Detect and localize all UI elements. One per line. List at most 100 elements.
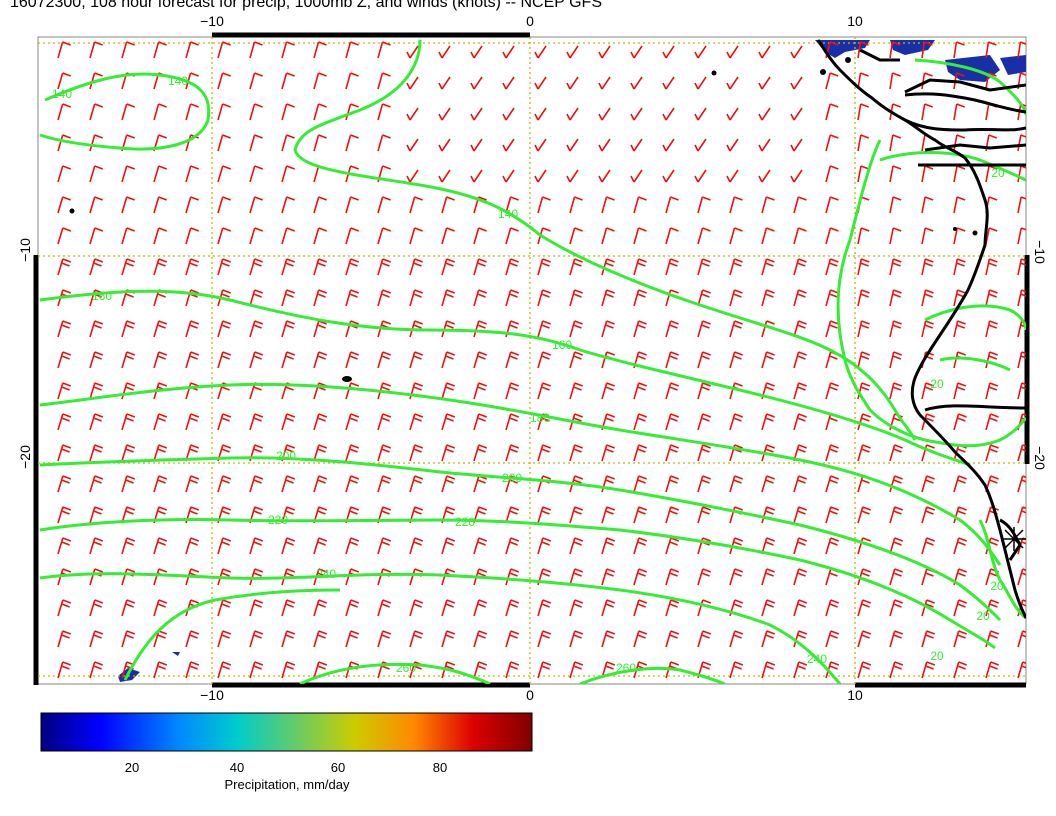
axis-labels: −10 0 10 −10 0 10 −10 −20 −10 −20 <box>17 13 1048 703</box>
wind-barb <box>598 138 611 152</box>
wind-barb <box>857 103 869 121</box>
wind-barb <box>537 444 551 462</box>
wind-barb <box>57 165 71 183</box>
wind-barb <box>569 537 584 555</box>
wind-barb <box>985 289 998 307</box>
wind-barb <box>697 568 712 586</box>
wind-barb <box>217 413 232 431</box>
plot-frame <box>37 36 1027 685</box>
wind-barb <box>470 138 483 152</box>
wind-barb <box>473 320 487 338</box>
wind-barb <box>89 506 104 524</box>
wind-barb <box>281 661 296 679</box>
wind-barb <box>441 382 455 400</box>
wind-barb <box>57 134 71 152</box>
wind-barb <box>985 661 999 679</box>
wind-barb <box>57 227 72 245</box>
wind-barb <box>697 506 711 524</box>
wind-barb <box>921 506 935 524</box>
wind-barb <box>825 227 839 245</box>
wind-barb <box>633 320 647 338</box>
wind-barb <box>726 107 739 121</box>
wind-barb <box>825 134 839 152</box>
wind-barb <box>249 320 264 338</box>
wind-barb <box>281 72 295 90</box>
wind-barb <box>249 351 264 369</box>
wind-barb <box>729 227 743 245</box>
bottom-label-west10: −10 <box>200 687 224 703</box>
wind-barb <box>569 506 584 524</box>
wind-barb <box>857 444 871 462</box>
wind-barb <box>953 103 965 121</box>
wind-barb <box>441 413 456 431</box>
wind-barb <box>662 45 675 59</box>
wind-barb <box>1017 351 1026 369</box>
wind-barb <box>473 537 488 555</box>
wind-barb <box>473 475 488 493</box>
wind-barb <box>825 72 839 90</box>
wind-barb <box>281 41 295 59</box>
wind-barb <box>345 103 359 121</box>
wind-barb <box>438 138 451 152</box>
wind-barb <box>185 103 199 121</box>
wind-barb <box>537 351 551 369</box>
wind-barb <box>505 413 519 431</box>
wind-barb <box>665 382 679 400</box>
wind-barb <box>502 107 515 121</box>
wind-barb <box>537 537 552 555</box>
wind-barb <box>665 413 679 431</box>
wind-barb <box>985 351 998 369</box>
wind-barb <box>121 599 136 617</box>
wind-barb <box>1017 444 1026 462</box>
wind-barb <box>313 661 328 679</box>
wind-barb <box>633 568 648 586</box>
wind-barb <box>761 227 775 245</box>
wind-barb <box>57 196 71 214</box>
wind-barb <box>921 320 934 338</box>
wind-barb <box>697 196 711 214</box>
wind-barb <box>630 76 643 90</box>
wind-barb <box>249 227 263 245</box>
wind-barb <box>409 537 424 555</box>
wind-barb <box>953 630 967 648</box>
wind-barb <box>825 382 839 400</box>
wind-barb <box>345 444 360 462</box>
contour-label: 240 <box>316 567 336 581</box>
wind-barb <box>569 599 584 617</box>
wind-barb <box>921 661 936 679</box>
wind-barb <box>185 413 200 431</box>
wind-barb <box>694 76 707 90</box>
wind-barb <box>601 382 615 400</box>
wind-barb <box>598 169 611 183</box>
wind-barb <box>534 76 547 90</box>
contour-label: 260 <box>396 661 416 675</box>
wind-barb <box>505 258 519 276</box>
wind-barb <box>662 169 675 183</box>
wind-barb <box>953 41 965 59</box>
wind-barb <box>89 134 103 152</box>
wind-barb <box>409 599 424 617</box>
wind-barb <box>345 41 359 59</box>
wind-barb <box>889 41 901 59</box>
wind-barb <box>441 289 455 307</box>
wind-barb <box>665 227 679 245</box>
wind-barb <box>985 413 999 431</box>
wind-barb <box>313 475 328 493</box>
wind-barb <box>953 413 967 431</box>
wind-barb <box>569 630 584 648</box>
contour-label: 240 <box>807 652 827 666</box>
wind-barb <box>505 630 520 648</box>
wind-barb <box>694 45 707 59</box>
wind-barb <box>569 568 584 586</box>
wind-barb <box>470 107 483 121</box>
wind-barb <box>249 103 263 121</box>
axis-bars <box>33 32 1030 688</box>
wind-barb <box>726 138 739 152</box>
wind-barb <box>377 258 391 276</box>
wind-barb <box>57 537 72 555</box>
wind-barb <box>153 351 168 369</box>
wind-barb <box>790 45 803 59</box>
graticule <box>38 37 1026 684</box>
wind-barb <box>89 444 104 462</box>
wind-barb <box>694 107 707 121</box>
